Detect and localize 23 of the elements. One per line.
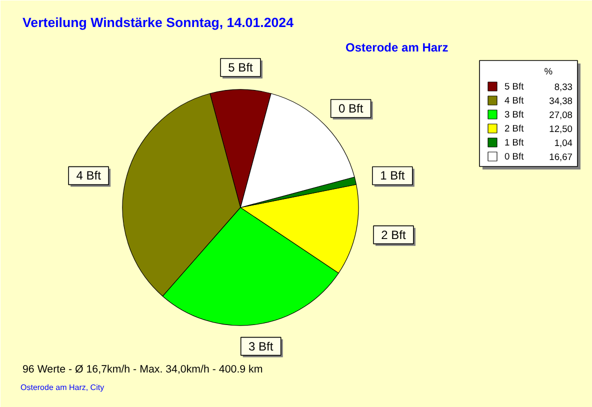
chart-subtitle: Osterode am Harz xyxy=(346,40,448,54)
data-label: 16,67 xyxy=(549,152,572,162)
data-label: 27,08 xyxy=(549,110,572,120)
slice-label: 3 Bft xyxy=(248,339,274,354)
legend-label: 1 Bft xyxy=(504,138,524,148)
legend-label: 4 Bft xyxy=(504,96,524,106)
text: Osterode am Harz, City xyxy=(20,383,104,392)
data-label: 8,33 xyxy=(554,82,572,92)
legend-label: 5 Bft xyxy=(504,82,524,92)
slice-label: 0 Bft xyxy=(338,102,364,116)
legend-label: 0 Bft xyxy=(504,152,524,162)
chart-title: Verteilung Windstärke Sonntag, 14.01.2024 xyxy=(22,15,294,30)
slice-label: 4 Bft xyxy=(76,168,102,183)
text: 96 Werte - Ø 16,7km/h - Max. 34,0km/h - 400.9 km xyxy=(22,364,263,376)
slice-label: 5 Bft xyxy=(228,60,254,74)
legend-label: 3 Bft xyxy=(504,110,524,120)
slice-label: 2 Bft xyxy=(381,228,407,242)
data-label: 34,38 xyxy=(549,96,572,106)
data-label: 1,04 xyxy=(554,138,572,148)
legend-label: 2 Bft xyxy=(504,124,524,134)
legend-title: % xyxy=(544,66,553,76)
data-label: 12,50 xyxy=(549,124,572,134)
slice-label: 1 Bft xyxy=(380,168,406,183)
